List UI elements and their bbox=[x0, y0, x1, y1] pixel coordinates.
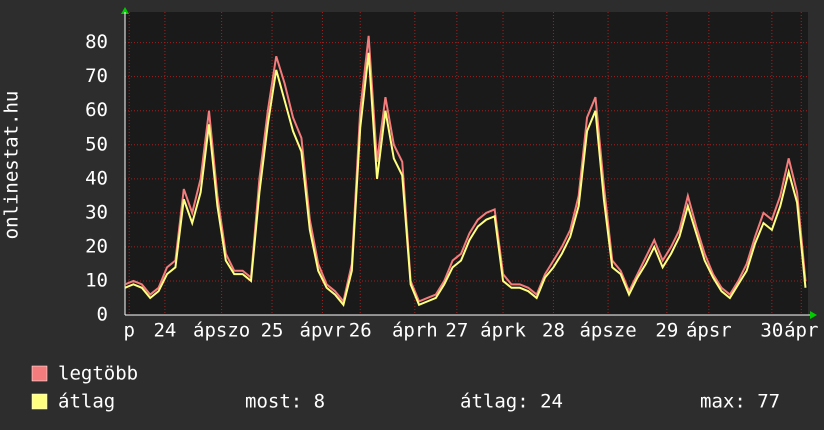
x-tick-label: p bbox=[123, 320, 134, 342]
x-tick-label: 26 bbox=[349, 320, 372, 342]
y-tick-label: 0 bbox=[97, 304, 108, 326]
stat-text: átlag: 24 bbox=[460, 391, 563, 413]
legend-swatch bbox=[31, 365, 48, 382]
y-tick-label: 40 bbox=[85, 167, 108, 189]
x-tick-label: áprh bbox=[392, 320, 438, 342]
legend-label: átlag bbox=[58, 391, 115, 413]
y-tick-label: 70 bbox=[85, 65, 108, 87]
stat-text: max: 77 bbox=[700, 391, 780, 413]
x-tick-label: 29 bbox=[655, 320, 678, 342]
x-tick-label: ápsr bbox=[686, 320, 732, 342]
axis-arrow bbox=[121, 7, 129, 14]
x-tick-label: áprk bbox=[480, 320, 526, 342]
y-axis-title: onlinestat.hu bbox=[1, 91, 23, 240]
axis-arrow bbox=[810, 311, 817, 319]
stat-text: most: 8 bbox=[245, 391, 325, 413]
y-tick-label: 10 bbox=[85, 269, 108, 291]
y-tick-label: 50 bbox=[85, 133, 108, 155]
plot-area bbox=[125, 12, 808, 315]
y-tick-label: 20 bbox=[85, 235, 108, 257]
x-tick-label: ápszo bbox=[193, 320, 250, 342]
series-line bbox=[124, 35, 807, 304]
legend-label: legtöbb bbox=[58, 363, 138, 385]
y-tick-label: 30 bbox=[85, 201, 108, 223]
legend-swatch bbox=[31, 393, 48, 410]
x-tick-label: ápsze bbox=[579, 320, 636, 342]
x-tick-label: 24 bbox=[153, 320, 176, 342]
x-tick-label: 30 bbox=[760, 320, 783, 342]
x-tick-label: 27 bbox=[445, 320, 468, 342]
series-line bbox=[124, 52, 807, 307]
y-tick-label: 80 bbox=[85, 31, 108, 53]
y-tick-label: 60 bbox=[85, 99, 108, 121]
x-tick-label: 25 bbox=[261, 320, 284, 342]
x-tick-label: ápr bbox=[784, 320, 818, 342]
x-tick-label: 28 bbox=[542, 320, 565, 342]
x-tick-label: ápvr bbox=[300, 320, 346, 342]
